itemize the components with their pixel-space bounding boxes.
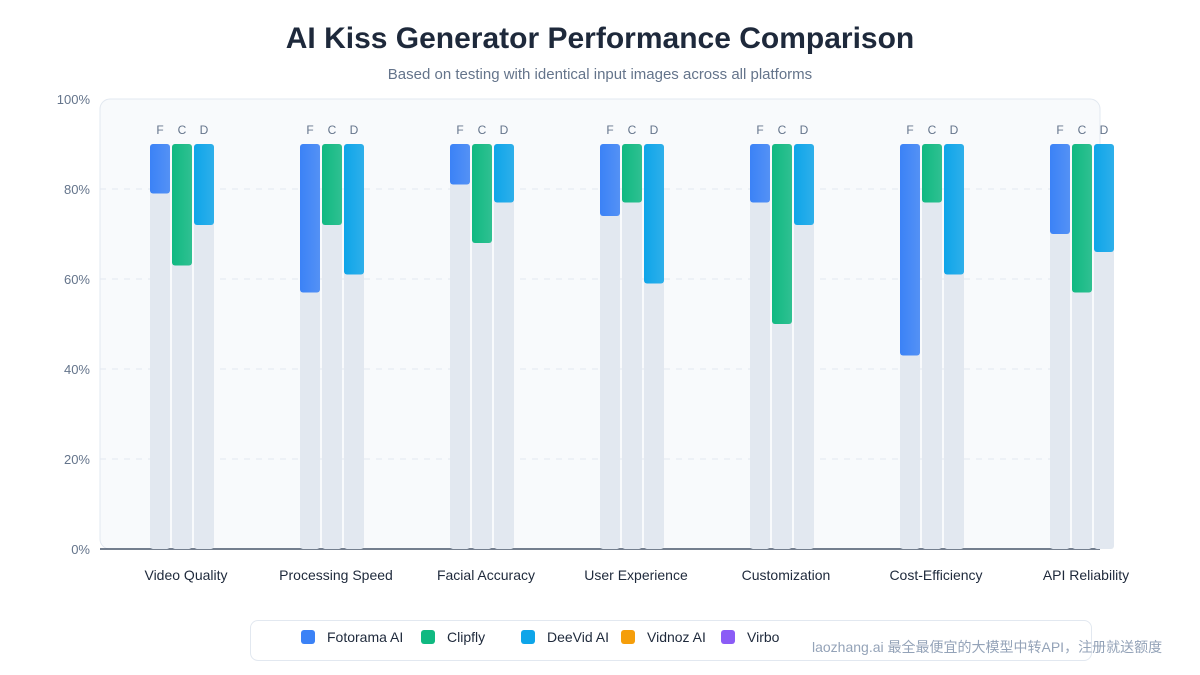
x-tick-label: Customization <box>742 567 831 583</box>
bar-track <box>922 144 942 549</box>
y-tick-label: 0% <box>71 542 90 557</box>
bar-letter-label: F <box>906 123 913 137</box>
bar-letter-label: C <box>928 123 937 137</box>
bar-letter-label: D <box>200 123 209 137</box>
legend-swatch <box>421 630 435 644</box>
chart-subtitle: Based on testing with identical input im… <box>387 66 813 83</box>
y-tick-label: 80% <box>64 182 90 197</box>
x-tick-label: Processing Speed <box>279 567 393 583</box>
legend-swatch <box>301 630 315 644</box>
bar-track <box>450 144 470 549</box>
bar-deevid-ai[interactable] <box>344 144 364 275</box>
bar-fotorama-ai[interactable] <box>600 144 620 216</box>
bar-deevid-ai[interactable] <box>794 144 814 225</box>
bar-letter-label: D <box>950 123 959 137</box>
legend-item[interactable]: Virbo <box>721 629 779 645</box>
bar-track <box>750 144 770 549</box>
legend-item[interactable]: DeeVid AI <box>521 629 609 645</box>
bar-letter-label: D <box>800 123 809 137</box>
y-tick-label: 100% <box>57 92 91 107</box>
legend-label: Vidnoz AI <box>647 629 706 645</box>
bar-deevid-ai[interactable] <box>944 144 964 275</box>
bar-letter-label: C <box>628 123 637 137</box>
bar-clipfly[interactable] <box>322 144 342 225</box>
bar-letter-label: F <box>1056 123 1063 137</box>
x-tick-label: Cost-Efficiency <box>889 567 982 583</box>
legend-label: Virbo <box>747 629 780 645</box>
bar-deevid-ai[interactable] <box>494 144 514 203</box>
legend-label: DeeVid AI <box>547 629 610 645</box>
chart-title: AI Kiss Generator Performance Comparison <box>285 22 915 55</box>
x-tick-label: User Experience <box>584 567 688 583</box>
bar-letter-label: C <box>1078 123 1087 137</box>
legend-item[interactable]: Clipfly <box>421 629 485 645</box>
bar-letter-label: D <box>350 123 359 137</box>
bar-letter-label: F <box>306 123 313 137</box>
bar-clipfly[interactable] <box>472 144 492 243</box>
bar-fotorama-ai[interactable] <box>150 144 170 194</box>
bar-fotorama-ai[interactable] <box>900 144 920 356</box>
y-tick-label: 40% <box>64 362 90 377</box>
legend-label: Fotorama AI <box>327 629 404 645</box>
legend-swatch <box>721 630 735 644</box>
bar-fotorama-ai[interactable] <box>300 144 320 293</box>
bar-letter-label: D <box>1100 123 1109 137</box>
bar-letter-label: C <box>328 123 337 137</box>
watermark: laozhang.ai 最全最便宜的大模型中转API，注册就送额度 <box>812 639 1163 655</box>
x-tick-label: Video Quality <box>144 567 227 583</box>
bar-clipfly[interactable] <box>622 144 642 203</box>
bar-clipfly[interactable] <box>1072 144 1092 293</box>
bar-track <box>622 144 642 549</box>
bar-track <box>194 144 214 549</box>
x-tick-label: Facial Accuracy <box>437 567 535 583</box>
bar-track <box>494 144 514 549</box>
bar-letter-label: D <box>500 123 509 137</box>
bar-letter-label: C <box>178 123 187 137</box>
bar-track <box>600 144 620 549</box>
bar-clipfly[interactable] <box>772 144 792 324</box>
legend-swatch <box>621 630 635 644</box>
bar-clipfly[interactable] <box>172 144 192 266</box>
bar-letter-label: F <box>606 123 613 137</box>
y-tick-label: 20% <box>64 452 90 467</box>
bar-track <box>322 144 342 549</box>
bar-track <box>794 144 814 549</box>
bar-letter-label: F <box>756 123 763 137</box>
y-tick-label: 60% <box>64 272 90 287</box>
bar-track <box>1050 144 1070 549</box>
bar-letter-label: C <box>478 123 487 137</box>
bar-deevid-ai[interactable] <box>1094 144 1114 252</box>
bar-clipfly[interactable] <box>922 144 942 203</box>
bar-deevid-ai[interactable] <box>644 144 664 284</box>
legend-swatch <box>521 630 535 644</box>
legend: Fotorama AI Clipfly DeeVid AI Vidnoz AI Virb… <box>250 620 1092 661</box>
bar-fotorama-ai[interactable] <box>450 144 470 185</box>
x-tick-label: API Reliability <box>1043 567 1129 583</box>
bar-fotorama-ai[interactable] <box>1050 144 1070 234</box>
bar-track <box>472 144 492 549</box>
bar-letter-label: D <box>650 123 659 137</box>
bar-letter-label: F <box>156 123 163 137</box>
legend-item[interactable]: Vidnoz AI <box>621 629 706 645</box>
legend-label: Clipfly <box>447 629 486 645</box>
legend-item[interactable]: Fotorama AI <box>301 629 403 645</box>
bar-letter-label: C <box>778 123 787 137</box>
bar-fotorama-ai[interactable] <box>750 144 770 203</box>
bar-letter-label: F <box>456 123 463 137</box>
bar-deevid-ai[interactable] <box>194 144 214 225</box>
bar-track <box>150 144 170 549</box>
